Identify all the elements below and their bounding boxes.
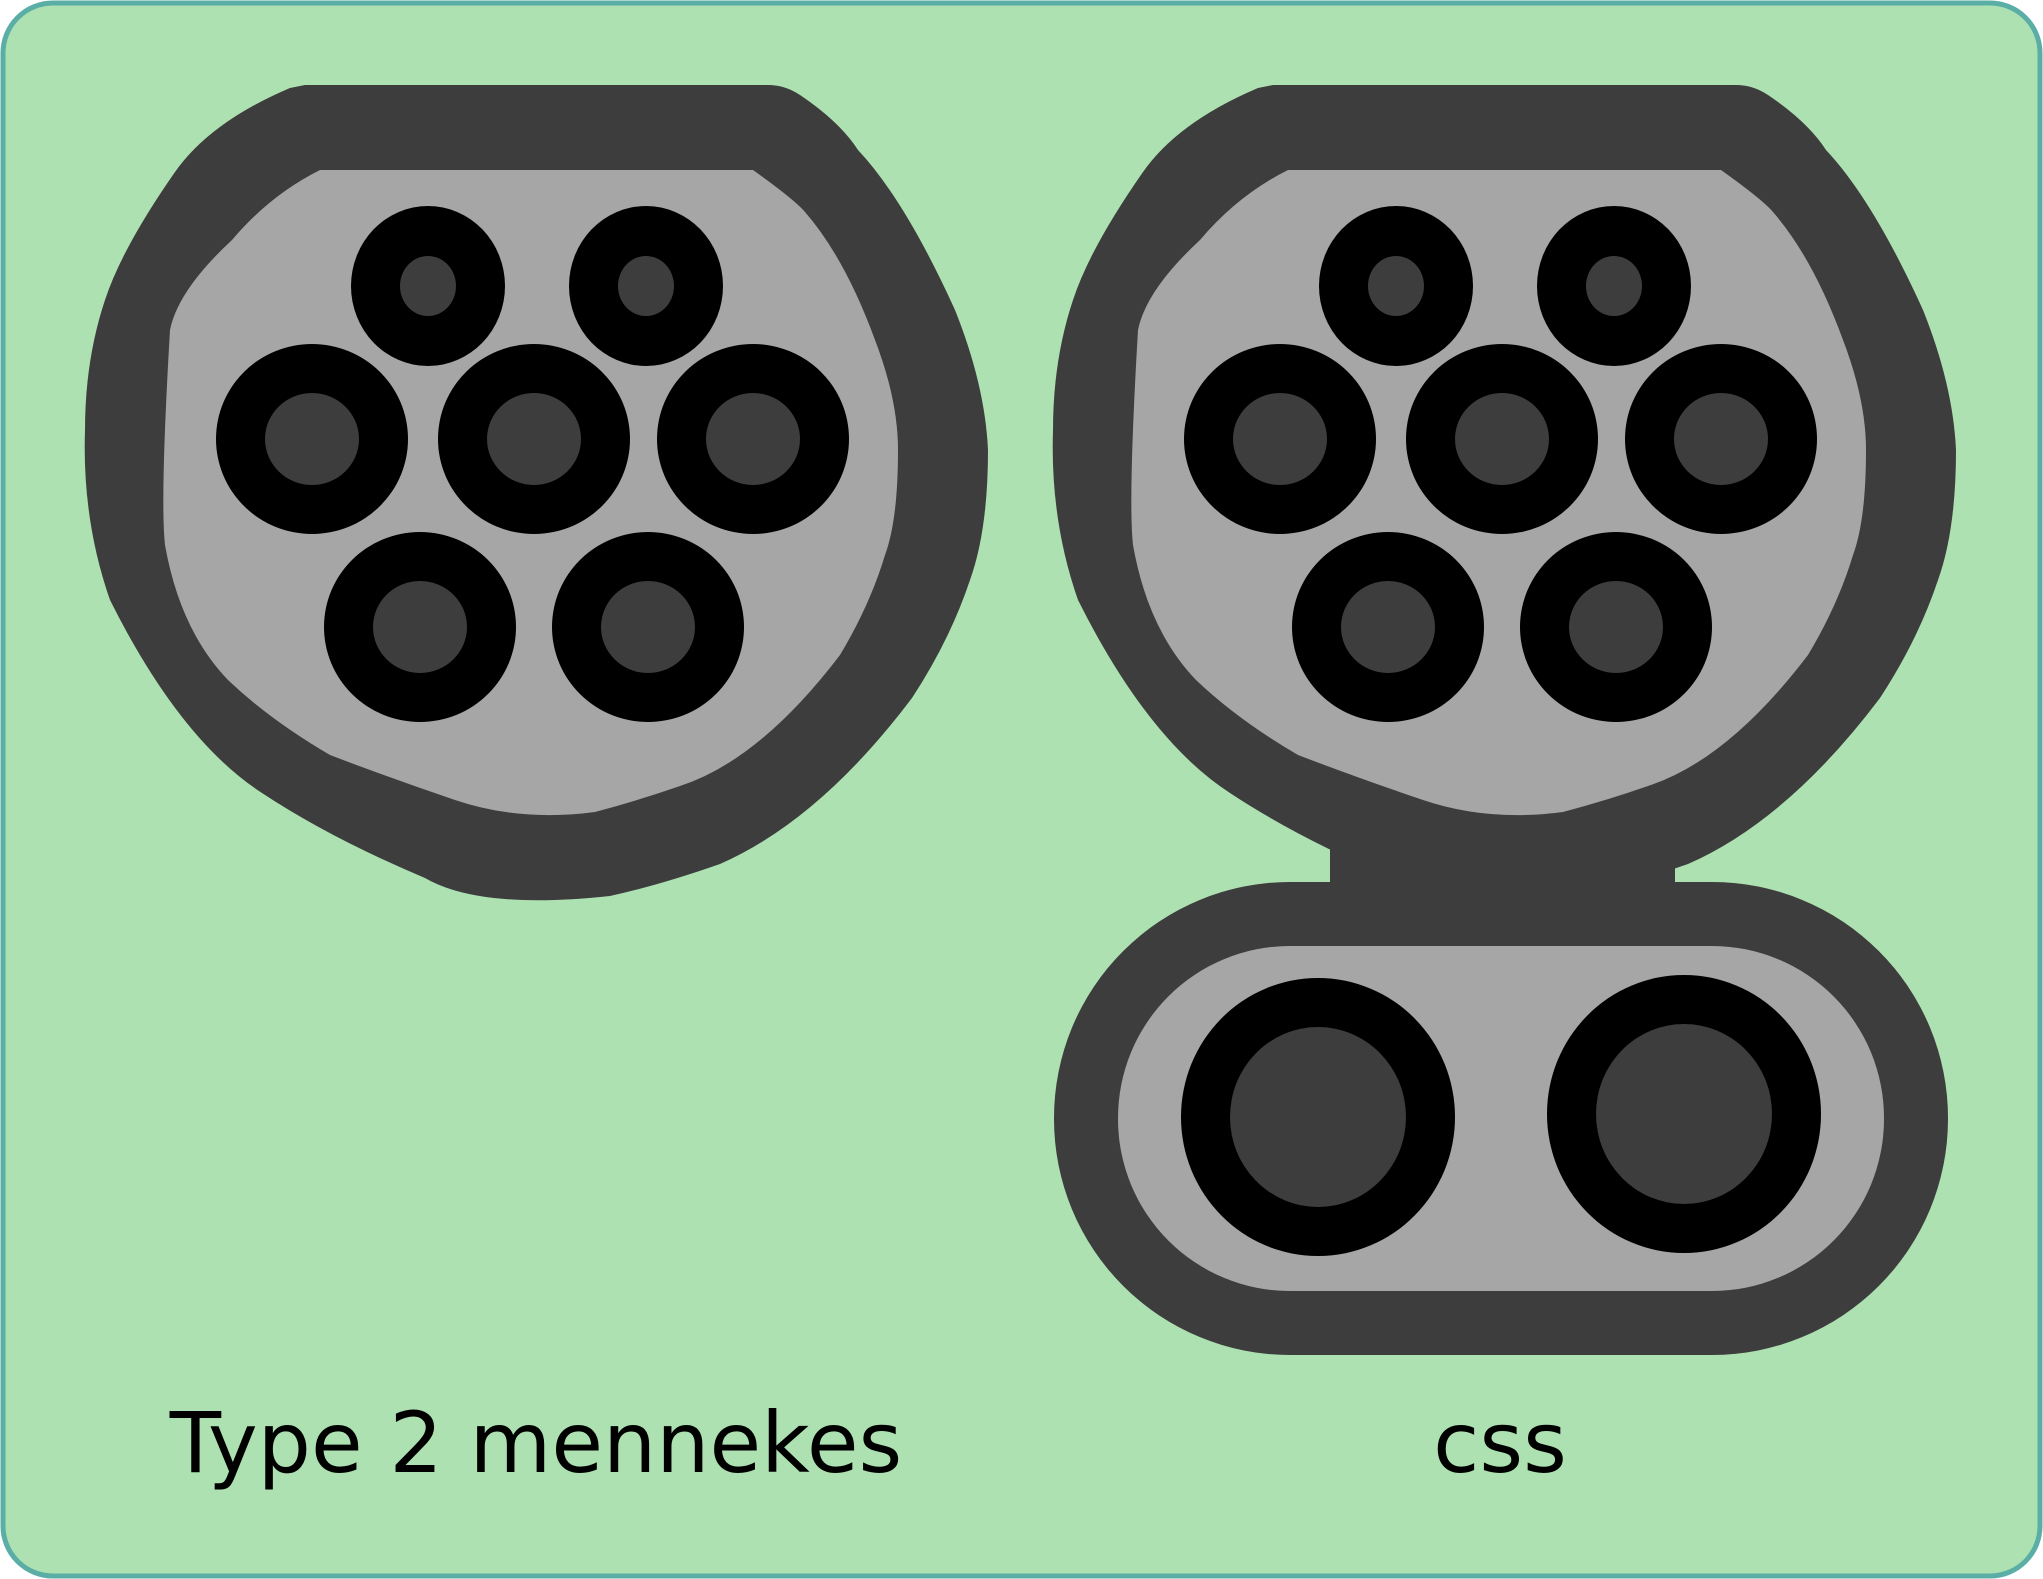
type2-pin-ac — [552, 532, 744, 722]
pin-core — [1596, 1024, 1772, 1204]
pin-core — [373, 581, 467, 673]
type2-pin-ac — [657, 344, 849, 534]
type2-pin-signal — [351, 206, 505, 366]
pin-core — [618, 256, 674, 316]
ccs-pin-ac — [1292, 532, 1484, 722]
pin-core — [1233, 393, 1327, 485]
ccs-pin-ac — [1184, 344, 1376, 534]
type2-connector — [84, 85, 989, 901]
ccs-pin-ac — [1520, 532, 1712, 722]
pin-core — [706, 393, 800, 485]
pin-core — [400, 256, 456, 316]
type2-pin-ac — [216, 344, 408, 534]
pin-core — [1674, 393, 1768, 485]
pin-core — [1230, 1027, 1406, 1207]
pin-core — [487, 393, 581, 485]
ccs-pin-dc — [1547, 975, 1821, 1253]
pin-core — [1586, 256, 1642, 316]
ccs-connector — [1052, 85, 1956, 1355]
ccs-pin-signal — [1319, 206, 1473, 366]
pin-core — [1569, 581, 1663, 673]
pin-core — [1368, 256, 1424, 316]
ccs-pin-ac — [1625, 344, 1817, 534]
pin-core — [265, 393, 359, 485]
pin-core — [1455, 393, 1549, 485]
ccs-pin-ac — [1406, 344, 1598, 534]
pin-core — [1341, 581, 1435, 673]
type2-label: Type 2 mennekes — [169, 1394, 903, 1492]
type2-pin-ac — [438, 344, 630, 534]
ccs-pin-dc — [1181, 978, 1455, 1256]
ccs-pin-signal — [1537, 206, 1691, 366]
type2-pin-signal — [569, 206, 723, 366]
ccs-label: css — [1433, 1394, 1567, 1492]
type2-pin-ac — [324, 532, 516, 722]
pin-core — [601, 581, 695, 673]
